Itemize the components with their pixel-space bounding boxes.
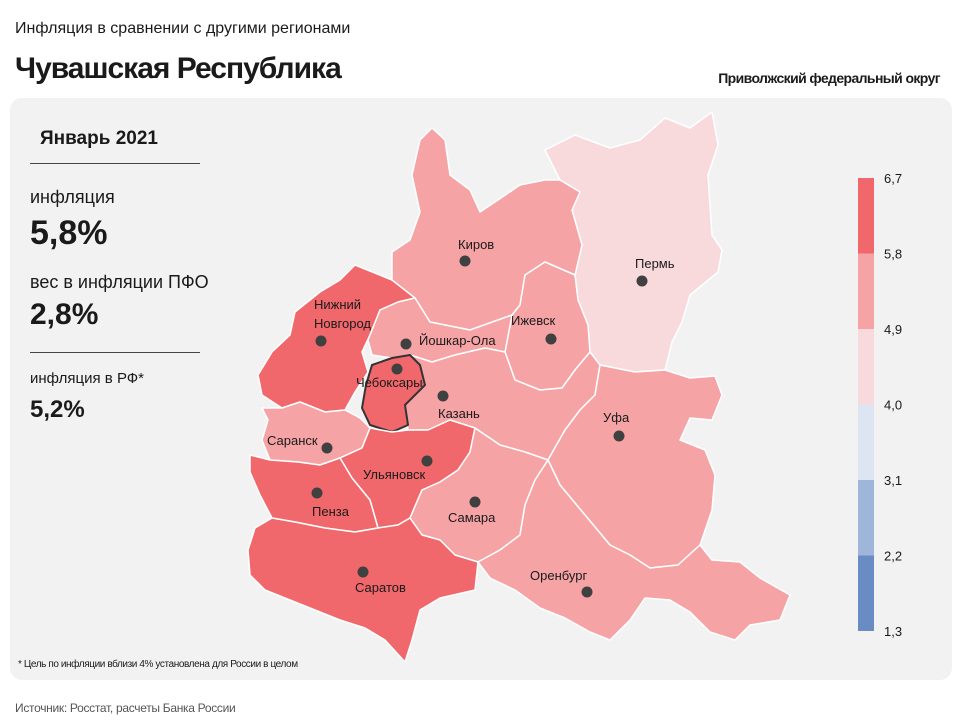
legend-swatch [858, 404, 874, 480]
city-label-nnovgorod-line1: Нижний [314, 297, 361, 312]
city-marker-saransk [321, 442, 333, 454]
city-marker-saratov [357, 566, 369, 578]
legend-swatch [858, 329, 874, 405]
region-bashkortostan [547, 364, 723, 569]
weight-label: вес в инфляции ПФО [30, 272, 209, 292]
city-marker-kirov [459, 255, 471, 267]
city-marker-ulyanovsk [421, 455, 433, 467]
region-saratov [247, 517, 479, 663]
city-label-izhevsk: Ижевск [511, 313, 556, 328]
period-label: Январь 2021 [40, 128, 158, 149]
city-label-cheboksary: Чебоксары [356, 375, 423, 390]
region-chuvashia [361, 354, 426, 433]
city-marker-orenburg [581, 586, 593, 598]
inflation-label: инфляция [30, 187, 115, 207]
city-marker-cheboksary [391, 363, 403, 375]
rf-inflation-value: 5,2% [30, 396, 85, 423]
city-marker-kazan [437, 390, 449, 402]
legend-swatch [858, 253, 874, 329]
city-label-saransk: Саранск [267, 433, 318, 448]
district-label: Приволжский федеральный округ [718, 70, 940, 86]
footnote: * Цель по инфляции вблизи 4% установлена… [18, 659, 298, 670]
city-label-nnovgorod-line2: Новгород [314, 316, 371, 331]
city-label-samara: Самара [448, 510, 496, 525]
legend-tick-label: 1,3 [884, 624, 902, 639]
legend-tick-label: 5,8 [884, 247, 902, 262]
city-label-yoshkar-ola: Йошкар-Ола [419, 333, 496, 348]
legend-tick-label: 4,9 [884, 322, 902, 337]
city-marker-izhevsk [545, 333, 557, 345]
city-marker-ufa [613, 430, 625, 442]
city-label-orenburg: Оренбург [530, 568, 587, 583]
region-orenburg [477, 459, 791, 641]
city-label-ufa: Уфа [603, 410, 630, 425]
divider [30, 163, 200, 164]
page-title: Чувашская Республика [15, 52, 342, 85]
page-subtitle: Инфляция в сравнении с другими регионами [15, 20, 351, 37]
legend-swatch [858, 555, 874, 631]
legend-tick-label: 4,0 [884, 398, 902, 413]
city-marker-nnovgorod [315, 335, 327, 347]
legend-swatch [858, 178, 874, 254]
legend-tick-label: 6,7 [884, 171, 902, 186]
city-label-penza: Пенза [312, 504, 350, 519]
legend-tick-label: 2,2 [884, 549, 902, 564]
city-marker-samara [469, 496, 481, 508]
city-label-saratov: Саратов [355, 580, 406, 595]
inflation-value: 5,8% [30, 214, 108, 252]
city-marker-yoshkar-ola [400, 338, 412, 350]
city-marker-perm [636, 275, 648, 287]
source-note: Источник: Росстат, расчеты Банка России [15, 701, 236, 715]
city-marker-penza [311, 487, 323, 499]
legend-swatch [858, 480, 874, 556]
rf-inflation-label: инфляция в РФ* [30, 370, 145, 387]
city-label-ulyanovsk: Ульяновск [363, 467, 425, 482]
weight-value: 2,8% [30, 298, 99, 331]
legend-tick-label: 3,1 [884, 473, 902, 488]
divider [30, 352, 200, 353]
city-label-kazan: Казань [438, 406, 480, 421]
city-label-perm: Пермь [635, 256, 675, 271]
color-scale-legend: 6,7 5,8 4,9 4,0 3,1 2,2 1,3 [858, 171, 902, 639]
city-label-kirov: Киров [458, 237, 494, 252]
